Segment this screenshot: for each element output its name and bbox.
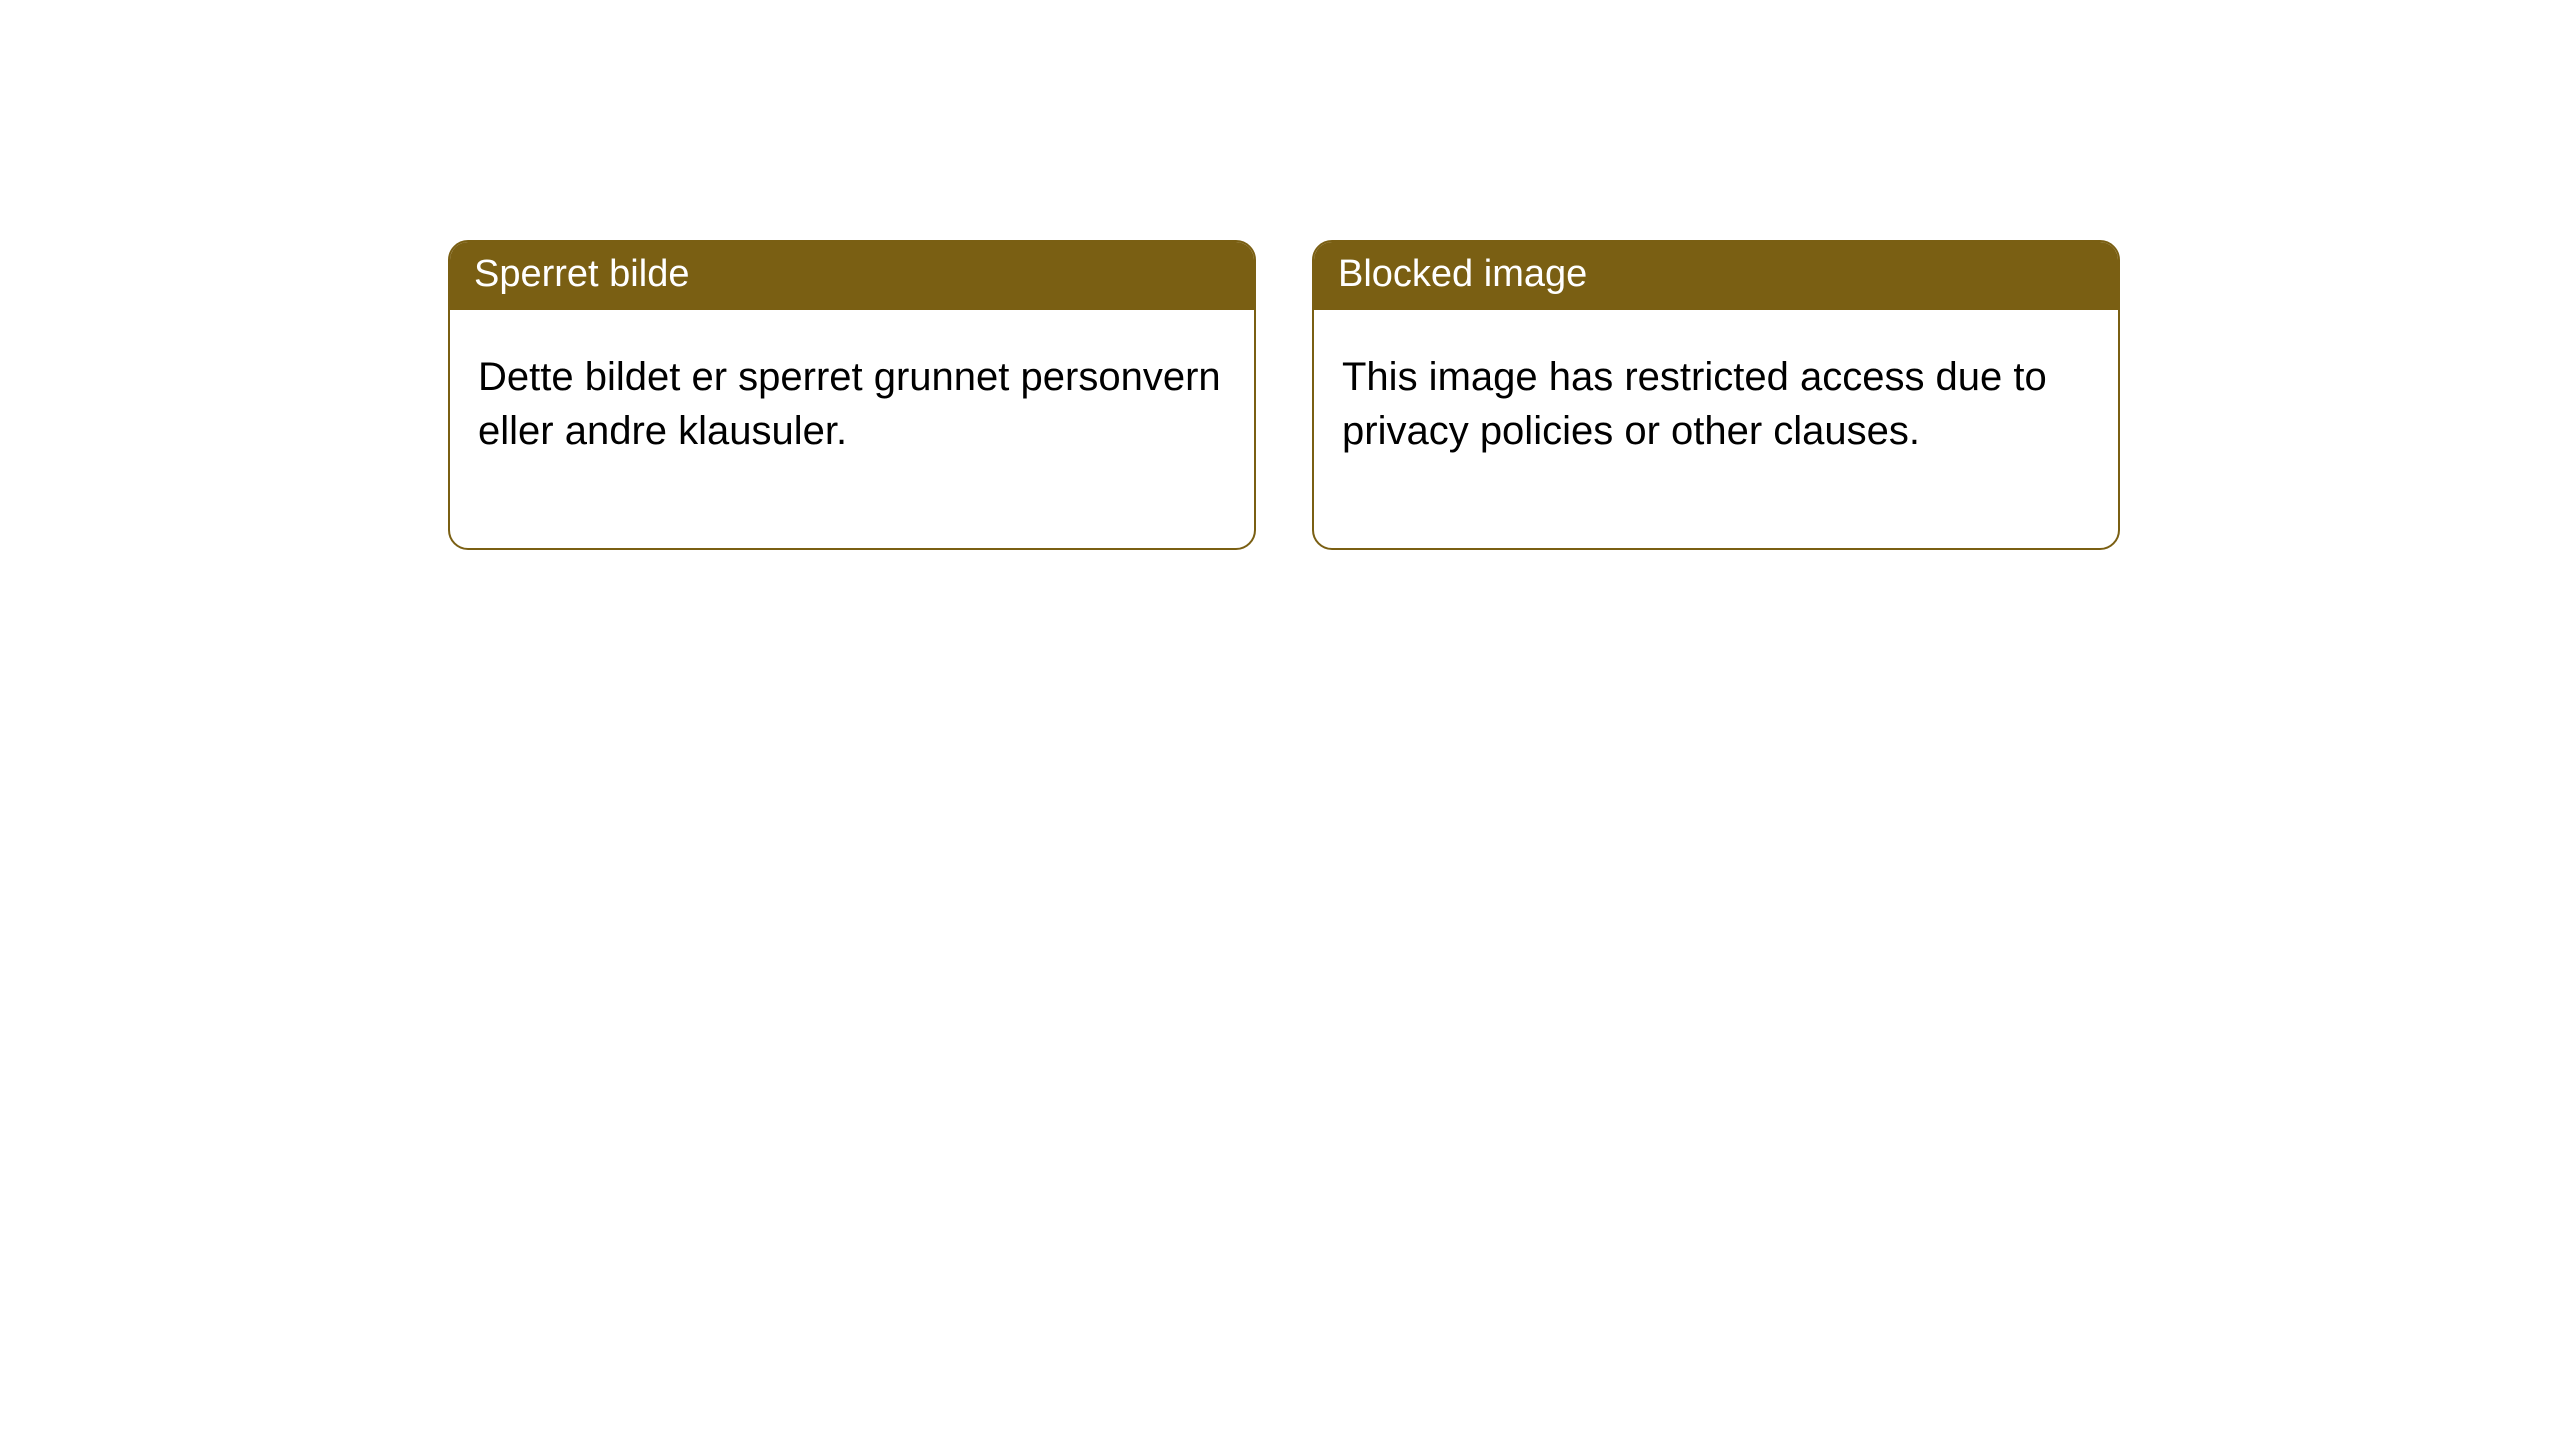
- notice-box-norwegian: Sperret bilde Dette bildet er sperret gr…: [448, 240, 1256, 550]
- notice-body-text: Dette bildet er sperret grunnet personve…: [450, 310, 1254, 548]
- notice-container: Sperret bilde Dette bildet er sperret gr…: [0, 0, 2560, 550]
- notice-title: Sperret bilde: [450, 242, 1254, 310]
- notice-box-english: Blocked image This image has restricted …: [1312, 240, 2120, 550]
- notice-title: Blocked image: [1314, 242, 2118, 310]
- notice-body-text: This image has restricted access due to …: [1314, 310, 2118, 548]
